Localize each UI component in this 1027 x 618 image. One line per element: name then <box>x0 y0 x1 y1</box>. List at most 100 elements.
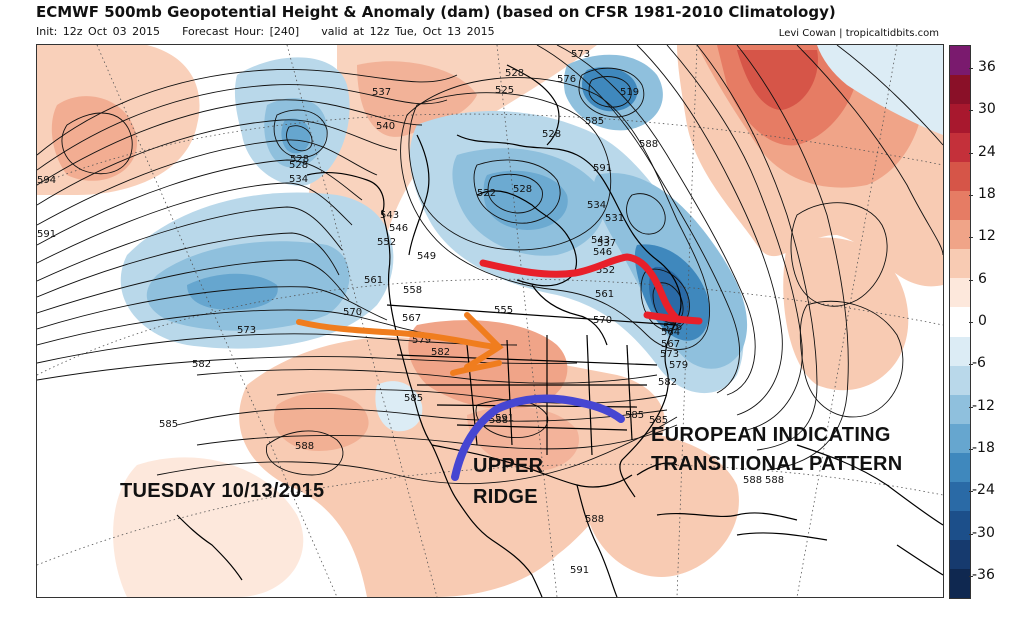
colorbar-segment <box>950 46 970 76</box>
colorbar-segment <box>950 568 970 599</box>
colorbar-segment <box>950 278 970 308</box>
european-line-1: EUROPEAN INDICATING <box>651 424 891 446</box>
colorbar-tick-label: 30 <box>978 101 996 118</box>
contour-label: 594 <box>37 175 56 186</box>
colorbar-segment <box>950 220 970 250</box>
credit-text: Levi Cowan | tropicaltidbits.com <box>778 28 939 39</box>
contour-label: 591 <box>495 413 514 424</box>
colorbar-tick-mark <box>969 406 973 408</box>
map-panel: 5285375405285345945915735825855885435465… <box>36 44 944 598</box>
contour-label: 528 <box>289 160 308 171</box>
colorbar-tick-mark <box>969 237 973 239</box>
contour-label: 585 <box>585 116 604 127</box>
contour-label: 555 <box>494 305 513 316</box>
colorbar-segment <box>950 307 970 338</box>
colorbar-tick-label: 0 <box>978 313 987 329</box>
contour-label: 534 <box>289 174 308 185</box>
upper-ridge-annotation: UPPER RIDGE <box>473 451 543 513</box>
colorbar-segment <box>950 510 970 541</box>
contour-label: 543 <box>380 210 399 221</box>
contour-label: 570 <box>343 307 362 318</box>
colorbar-tick-mark <box>969 364 973 366</box>
contour-label: 531 <box>605 213 624 224</box>
contour-label: 588 <box>639 139 658 150</box>
contour-label: 552 <box>596 265 615 276</box>
contour-label: 540 <box>376 121 395 132</box>
contour-labels: 5285375405285345945915735825855885435465… <box>37 49 784 576</box>
contour-label: 585 <box>159 419 178 430</box>
colorbar-segment <box>950 452 970 483</box>
colorbar-tick-label: 36 <box>978 59 996 75</box>
contour-label: 573 <box>660 349 679 360</box>
colorbar-segment <box>950 249 970 279</box>
colorbar-tick-mark <box>969 279 973 281</box>
contour-label: 579 <box>412 335 431 346</box>
contour-label: 588 <box>585 514 604 525</box>
colorbar-tick-mark <box>969 449 973 450</box>
colorbar-tick-label: 24 <box>978 143 996 160</box>
contour-label: 582 <box>658 377 677 388</box>
colorbar-segment <box>950 336 970 367</box>
blue-arrow <box>451 394 625 481</box>
contour-label: 525 <box>495 85 514 96</box>
colorbar-tick-label: -36 <box>972 567 995 583</box>
european-line-2: TRANSITIONAL PATTERN <box>651 453 903 475</box>
contour-label: 591 <box>593 163 612 174</box>
contour-label: 534 <box>587 200 606 211</box>
upper-label: UPPER <box>473 455 544 477</box>
orange-arrow-head <box>464 312 504 370</box>
contour-label: 582 <box>192 359 211 370</box>
date-annotation: TUESDAY 10/13/2015 <box>120 480 325 502</box>
contour-label: 585 <box>625 410 644 421</box>
annotation-arrows <box>296 253 703 481</box>
colorbar-tick-label: -12 <box>972 397 995 414</box>
colorbar-tick-mark <box>969 68 973 69</box>
ridge-label: RIDGE <box>473 486 538 508</box>
chart-title: ECMWF 500mb Geopotential Height & Anomal… <box>36 3 836 21</box>
colorbar-tick-label: -30 <box>972 524 995 541</box>
colorbar-segment <box>950 394 970 425</box>
colorbar-segment <box>950 365 970 396</box>
contour-label: 537 <box>597 238 616 249</box>
anomaly-colorbar <box>949 45 971 599</box>
contour-label: 570 <box>593 315 612 326</box>
contour-label: 552 <box>377 237 396 248</box>
contour-label: 591 <box>570 565 589 576</box>
contour-label: 543 <box>591 235 610 246</box>
map-svg: 5285375405285345945915735825855885435465… <box>37 45 943 597</box>
colorbar-tick-mark <box>969 491 973 493</box>
colorbar-tick-label: -18 <box>972 440 995 456</box>
colorbar-tick-label: 12 <box>978 228 996 245</box>
contour-label: 573 <box>237 325 256 336</box>
red-arrow <box>479 253 681 323</box>
colorbar-tick-label: -6 <box>972 355 986 372</box>
contour-label: 579 <box>669 360 688 371</box>
contour-label: 546 <box>593 247 612 258</box>
colorbar-segment <box>950 423 970 454</box>
colorbar-segment <box>950 539 970 570</box>
colorbar-tick-label: 18 <box>978 186 996 202</box>
colorbar-segment <box>950 75 970 105</box>
init-time: Init: 12z Oct 03 2015 <box>36 25 161 38</box>
contour-label: 588 <box>743 475 762 486</box>
contour-label: 576 <box>663 322 682 333</box>
colorbar-segment <box>950 191 970 221</box>
colorbar-tick-mark <box>969 533 973 535</box>
contour-label: 546 <box>389 223 408 234</box>
contour-label: 561 <box>595 289 614 300</box>
contour-label: 528 <box>505 68 524 79</box>
contour-label: 588 <box>295 441 314 452</box>
colorbar-tick-mark <box>969 195 973 196</box>
orange-arrow-lower <box>450 360 502 376</box>
contour-label: 588 <box>489 415 508 426</box>
contour-label: 567 <box>402 313 421 324</box>
contour-label: 528 <box>513 184 532 195</box>
colorbar-tick-label: 6 <box>978 270 987 287</box>
colorbar-segment <box>950 162 970 192</box>
colorbar-segment <box>950 481 970 512</box>
contour-label: 522 <box>477 188 496 199</box>
colorbar-tick-mark <box>969 576 973 577</box>
contour-label: 585 <box>404 393 423 404</box>
contour-label: 564 <box>661 327 680 338</box>
colorbar-tick-label: -24 <box>972 482 995 499</box>
